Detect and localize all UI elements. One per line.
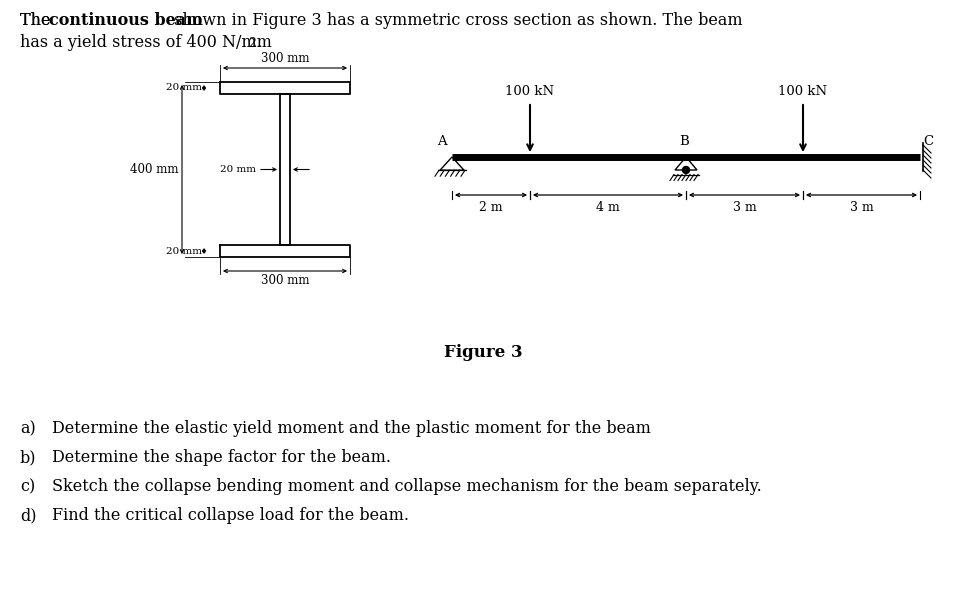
Text: has a yield stress of 400 N/mm: has a yield stress of 400 N/mm (20, 34, 271, 51)
Text: continuous beam: continuous beam (49, 12, 203, 29)
Text: C: C (923, 135, 933, 148)
Circle shape (683, 166, 690, 173)
Text: 20 mm: 20 mm (220, 165, 256, 174)
Text: A: A (438, 135, 447, 148)
Text: .: . (256, 34, 261, 51)
Text: c): c) (20, 478, 35, 495)
Text: 4 m: 4 m (596, 201, 620, 214)
Text: 400 mm: 400 mm (130, 163, 179, 176)
Polygon shape (220, 245, 350, 257)
Polygon shape (280, 94, 290, 245)
Text: Determine the shape factor for the beam.: Determine the shape factor for the beam. (52, 449, 391, 466)
Text: B: B (679, 135, 689, 148)
Text: Sketch the collapse bending moment and collapse mechanism for the beam separatel: Sketch the collapse bending moment and c… (52, 478, 762, 495)
Text: Figure 3: Figure 3 (443, 344, 523, 361)
Text: 20 mm: 20 mm (166, 83, 202, 92)
Text: 100 kN: 100 kN (779, 85, 828, 98)
Text: The: The (20, 12, 56, 29)
Text: 2 m: 2 m (479, 201, 503, 214)
Text: 2: 2 (248, 37, 256, 50)
Text: d): d) (20, 507, 37, 524)
Text: 100 kN: 100 kN (505, 85, 554, 98)
Text: 3 m: 3 m (850, 201, 873, 214)
Text: b): b) (20, 449, 37, 466)
Text: Find the critical collapse load for the beam.: Find the critical collapse load for the … (52, 507, 409, 524)
Polygon shape (220, 82, 350, 94)
Text: Determine the elastic yield moment and the plastic moment for the beam: Determine the elastic yield moment and t… (52, 420, 651, 437)
Text: The: The (20, 12, 56, 29)
Text: 300 mm: 300 mm (261, 274, 309, 287)
Text: a): a) (20, 420, 36, 437)
Text: shown in Figure 3 has a symmetric cross section as shown. The beam: shown in Figure 3 has a symmetric cross … (169, 12, 743, 29)
Text: 20 mm: 20 mm (166, 247, 202, 255)
Text: 3 m: 3 m (732, 201, 756, 214)
Text: 300 mm: 300 mm (261, 52, 309, 65)
